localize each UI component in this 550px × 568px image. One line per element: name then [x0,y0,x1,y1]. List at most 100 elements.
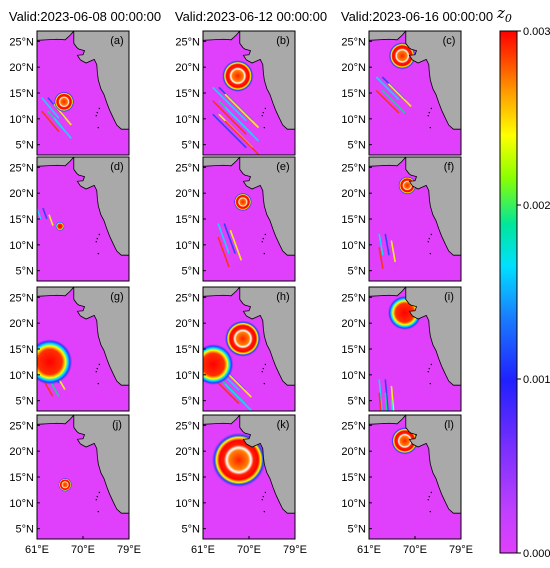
land-india [405,415,461,514]
island [262,367,265,370]
island [430,491,433,494]
panel-label: (g) [110,291,123,303]
lat-tick-label: 15°N [341,472,366,484]
panel-k: (k) 25°N 20°N 15°N 10°N 5°N 61°E 70°E 79°E [175,414,307,556]
island [263,382,266,385]
column-title-1: Valid:2023-06-08 00:00:00 [9,9,161,24]
lat-tick-label: 25°N [341,292,366,304]
land-arabia [37,287,75,297]
streak [212,87,247,122]
streak [390,240,396,263]
lat-tick-label: 5°N [348,266,367,278]
lat-tick-label: 10°N [9,370,34,382]
lat-tick-label: 15°N [175,214,200,226]
cyclone-core [222,60,254,92]
land-arabia [369,287,407,297]
cyclone-core [388,42,416,70]
column-titles: Valid:2023-06-08 00:00:00 Valid:2023-06-1… [9,9,493,24]
island [427,241,429,243]
island [95,115,97,117]
lat-tick-label: 5°N [182,140,201,152]
land-arabia [203,31,241,41]
cyclone-core [391,427,419,455]
land-india [239,157,295,256]
island [95,371,97,373]
lat-tick-label: 10°N [175,498,200,510]
cyclone-core [37,339,73,385]
colorbar-tick-label: 0.000 [523,548,550,560]
panel-label: (i) [444,291,454,303]
panel-label: (b) [276,35,289,47]
lat-tick-label: 20°N [341,318,366,330]
lat-tick-label: 10°N [9,498,34,510]
island [261,241,263,243]
lon-tick-label: 70°E [237,544,261,556]
island [95,241,97,243]
panel-label: (e) [276,161,289,173]
streak [384,233,390,256]
streak [390,385,395,411]
lat-tick-label: 10°N [341,114,366,126]
lat-tick-label: 5°N [16,140,35,152]
cyclone-core [58,477,72,492]
lat-tick-label: 10°N [9,114,34,126]
panel-b: (b) 25°N 20°N 15°N 10°N 5°N [175,30,296,156]
land-india [239,31,295,130]
cyclone-core [203,344,234,385]
colorbar: z0 0.003 0.002 0.001 0.000 [496,4,550,560]
streak [41,110,60,132]
island [429,382,432,385]
land-india [73,31,129,130]
lat-tick-label: 20°N [175,188,200,200]
island [430,107,433,110]
land-india [405,31,461,130]
streak [224,107,259,142]
colorbar-gradient [499,30,518,554]
lat-tick-label: 25°N [9,36,34,48]
lon-tick-label: 79°E [283,544,307,556]
lat-tick-label: 15°N [175,472,200,484]
lat-tick-label: 10°N [175,240,200,252]
colorbar-variable: z [496,4,505,22]
island [264,107,267,110]
island [96,237,99,240]
map-panels: (a) 25°N 20°N 15°N 10°N 5°N (b) 25°N 20°N 15°N 10°… [9,30,473,556]
island [264,363,267,366]
lat-tick-label: 20°N [9,446,34,458]
lat-tick-label: 20°N [9,62,34,74]
streak [378,392,382,411]
lat-tick-label: 5°N [348,524,367,536]
panel-label: (j) [112,419,122,431]
island [98,363,101,366]
lat-tick-label: 5°N [182,524,201,536]
land-arabia [37,415,75,425]
island [261,499,263,501]
lon-tick-label: 79°E [117,544,141,556]
panel-i: (i) 25°N 20°N 15°N 10°N 5°N [341,286,462,412]
island [98,233,101,236]
lat-tick-label: 10°N [341,370,366,382]
land-arabia [37,31,75,41]
lat-tick-label: 5°N [348,140,367,152]
island [263,252,266,255]
island [429,510,432,513]
island [429,252,432,255]
lat-tick-label: 15°N [341,344,366,356]
land-india [239,287,295,386]
lat-tick-label: 15°N [341,88,366,100]
streak [384,392,388,411]
island [428,495,431,498]
lat-tick-label: 25°N [9,420,34,432]
panel-label: (l) [444,419,454,431]
land-india [73,157,129,256]
streak [224,120,259,155]
cyclone-core [224,320,261,357]
lon-tick-label: 61°E [25,544,49,556]
island [96,111,99,114]
panel-h: (h) 25°N 20°N 15°N 10°N 5°N [175,286,296,412]
panel-label: (f) [444,161,454,173]
panel-c: (c) 25°N 20°N 15°N 10°N 5°N [341,30,462,156]
lat-tick-label: 25°N [341,36,366,48]
cyclone-core [53,91,75,113]
